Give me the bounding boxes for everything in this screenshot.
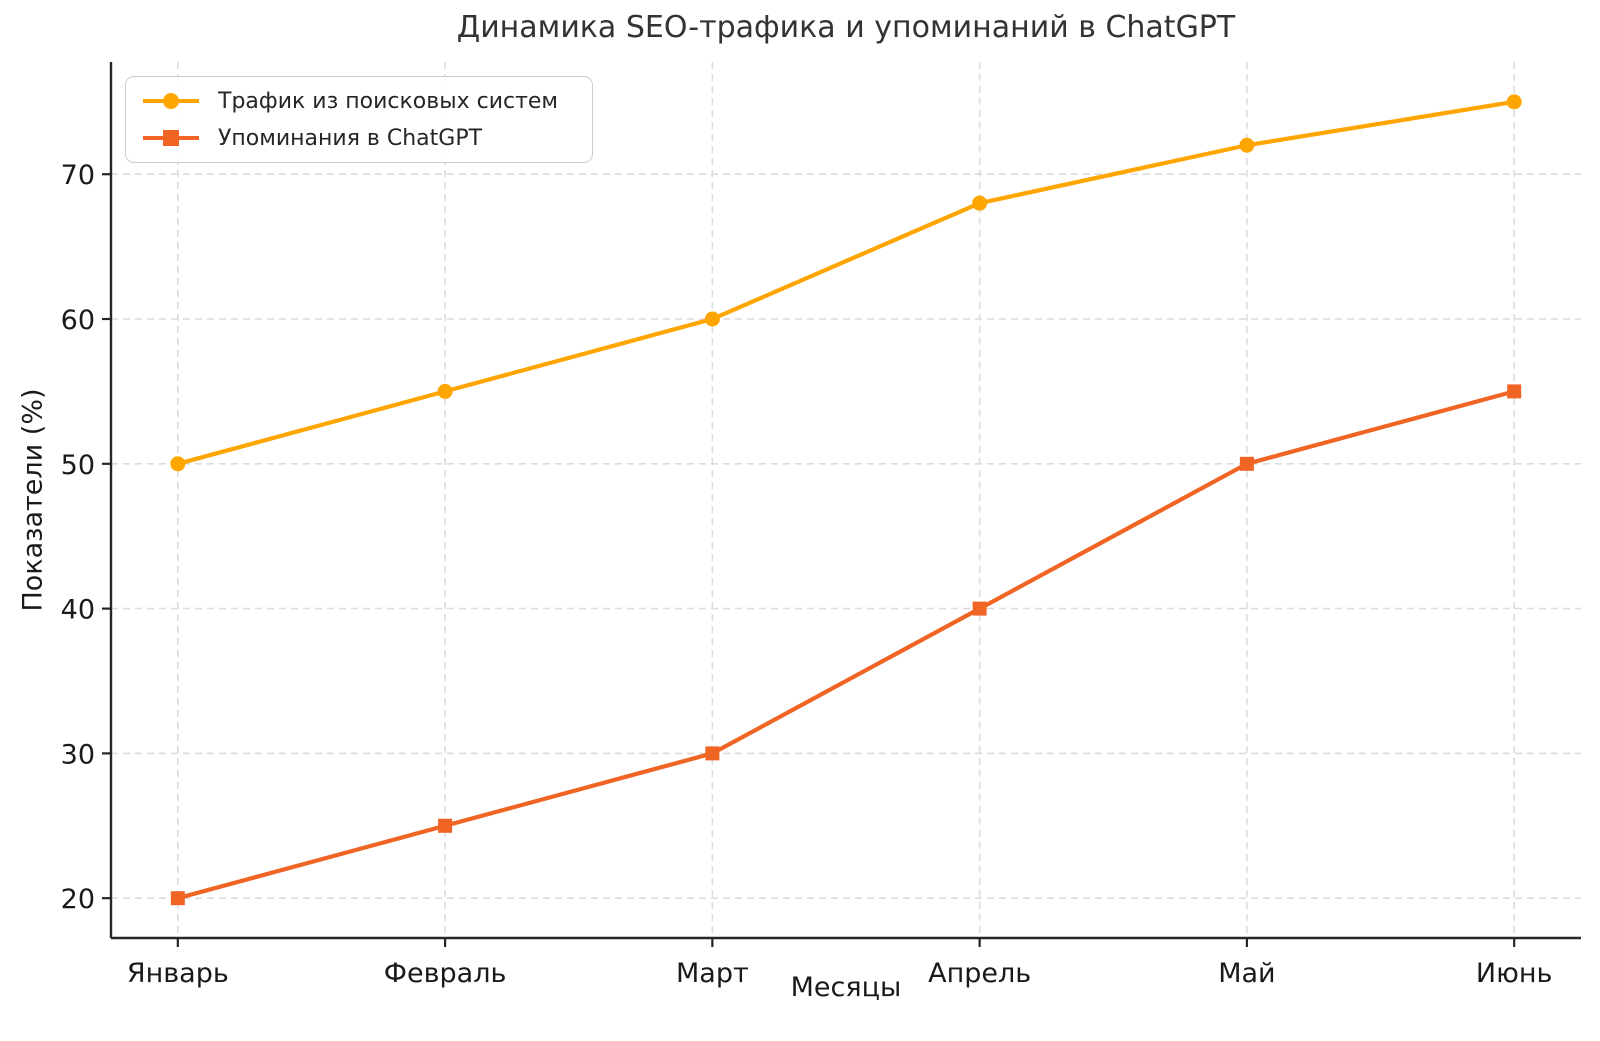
- data-point-circle: [704, 311, 720, 327]
- y-tick-label: 60: [61, 305, 95, 336]
- data-point-circle: [1506, 94, 1522, 110]
- y-tick-label: 30: [61, 739, 95, 770]
- data-point-square: [1239, 456, 1254, 471]
- chart-title: Динамика SEO-трафика и упоминаний в Chat…: [456, 10, 1236, 45]
- data-point-circle: [1239, 137, 1255, 153]
- series-line-1: [175, 389, 1517, 901]
- data-point-circle: [972, 195, 988, 211]
- data-point-circle: [437, 383, 453, 399]
- y-tick-label: 70: [61, 160, 95, 191]
- data-point-square: [1507, 384, 1522, 399]
- data-point-square: [705, 746, 720, 761]
- x-tick-label: Май: [1218, 958, 1275, 989]
- y-tick-label: 40: [61, 595, 95, 626]
- x-tick-label: Июнь: [1476, 958, 1553, 989]
- legend: Трафик из поисковых систем Упоминания в …: [125, 76, 593, 163]
- legend-item-chatgpt-mentions: Упоминания в ChatGPT: [142, 125, 576, 151]
- data-point-square: [170, 891, 185, 906]
- y-tick-label: 20: [61, 884, 95, 915]
- legend-sample-square-marker: [163, 130, 179, 146]
- series-line-0: [175, 99, 1517, 466]
- legend-item-search-traffic: Трафик из поисковых систем: [142, 88, 576, 114]
- legend-label-chatgpt-mentions: Упоминания в ChatGPT: [218, 125, 483, 151]
- x-tick-label: Март: [676, 958, 749, 989]
- legend-line-marker-sample-circle: [143, 93, 199, 109]
- x-axis-label: Месяцы: [790, 972, 902, 1003]
- x-tick-label: Февраль: [384, 958, 507, 989]
- legend-line-marker-sample-square: [143, 130, 199, 146]
- data-point-circle: [170, 456, 186, 472]
- x-tick-label: Январь: [127, 958, 229, 989]
- y-tick-label: 50: [61, 450, 95, 481]
- data-point-square: [972, 601, 987, 616]
- legend-sample-circle-marker: [163, 93, 179, 109]
- legend-label-search-traffic: Трафик из поисковых систем: [218, 88, 559, 114]
- data-point-square: [438, 818, 453, 833]
- x-tick-label: Апрель: [928, 958, 1031, 989]
